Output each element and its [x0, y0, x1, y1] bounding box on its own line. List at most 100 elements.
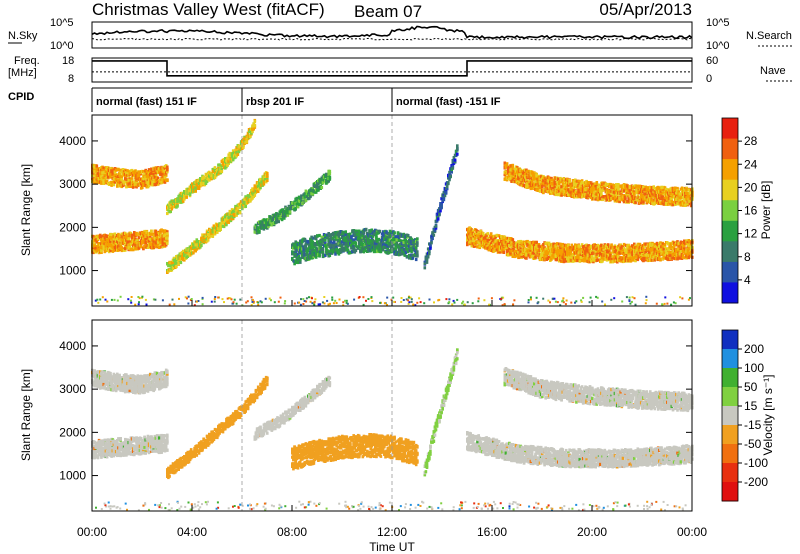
range-gate-cell	[440, 206, 443, 210]
range-gate-cell	[511, 238, 515, 242]
range-gate-cell	[159, 232, 162, 236]
range-gate-cell	[208, 170, 211, 174]
range-gate-cell	[224, 215, 227, 219]
range-gate-cell	[263, 178, 267, 182]
range-gate-cell	[100, 175, 103, 179]
range-gate-cell	[124, 246, 127, 251]
nsearch-tick-top: 10^5	[706, 17, 730, 29]
range-gate-cell	[220, 167, 224, 172]
range-gate-cell	[134, 169, 137, 173]
range-gate-cell	[105, 180, 109, 184]
range-gate-cell	[109, 248, 112, 253]
range-gate-cell	[183, 197, 186, 201]
range-gate-cell	[236, 152, 240, 156]
range-gate-cell	[150, 171, 153, 175]
range-gate-cell	[423, 266, 427, 270]
range-gate-cell	[96, 236, 100, 240]
range-gate-cell	[600, 244, 603, 248]
range-gate-cell	[137, 236, 141, 240]
range-gate-cell	[226, 157, 229, 161]
range-gate-cell	[144, 237, 147, 241]
range-gate-cell	[194, 249, 197, 253]
range-gate-cell	[161, 245, 165, 249]
range-gate-cell	[525, 256, 528, 260]
range-gate-cell	[201, 233, 204, 237]
range-gate-cell	[222, 224, 226, 229]
range-gate-cell	[142, 247, 145, 251]
range-gate-cell	[112, 183, 116, 187]
range-gate-cell	[262, 182, 266, 186]
range-gate-cell	[354, 248, 358, 253]
range-gate-cell	[292, 206, 295, 210]
range-gate-cell	[181, 256, 185, 260]
range-gate-cell	[95, 249, 99, 253]
range-gate-cell	[131, 248, 135, 252]
range-gate-cell	[99, 244, 102, 248]
range-gate-cell	[425, 260, 429, 264]
range-gate-cell	[152, 170, 155, 174]
range-gate-cell	[231, 149, 235, 153]
range-gate-cell	[227, 220, 230, 224]
nsky-label: N.Sky	[8, 30, 38, 42]
range-gate-cell	[134, 237, 137, 241]
range-gate-cell	[281, 208, 285, 212]
cpid-modes: normal (fast) 151 IF rbsp 201 IF normal (f…	[91, 88, 501, 112]
range-gate-cell	[156, 240, 160, 244]
range-gate-cell	[153, 236, 157, 240]
range-gate-cell	[252, 127, 255, 131]
range-gate-cell	[316, 185, 319, 189]
range-gate-cell	[259, 186, 262, 190]
range-gate-cell	[304, 199, 308, 203]
range-gate-cell	[576, 258, 579, 263]
range-gate-cell	[204, 234, 208, 238]
nsearch-line	[91, 37, 693, 41]
range-gate-cell	[363, 235, 367, 239]
range-gate-cell	[112, 238, 116, 242]
range-gate-cell	[166, 230, 169, 234]
range-gate-cell	[444, 191, 448, 195]
range-gate-cell	[145, 230, 149, 234]
freq-tick-top: 18	[62, 55, 74, 67]
range-gate-cell	[166, 239, 169, 243]
range-gate-cell	[220, 164, 224, 168]
range-gate-cell	[447, 182, 450, 186]
range-gate-cell	[327, 179, 330, 183]
range-gate-cell	[102, 176, 105, 180]
range-gate-cell	[119, 243, 122, 247]
range-gate-cell	[429, 246, 432, 250]
range-gate-cell	[143, 229, 146, 234]
range-gate-cell	[306, 249, 310, 253]
range-gate-cell	[104, 174, 108, 178]
range-gate-cell	[226, 218, 229, 222]
range-gate-cell	[105, 170, 109, 174]
range-gate-cell	[195, 184, 199, 188]
range-gate-cell	[133, 180, 136, 184]
range-gate-cell	[328, 169, 332, 173]
range-gate-cell	[162, 178, 166, 182]
range-gate-cell	[122, 236, 126, 240]
range-gate-cell	[127, 237, 130, 241]
date-label: 05/Apr/2013	[599, 0, 692, 19]
power-data	[91, 115, 694, 307]
range-gate-cell	[508, 244, 511, 248]
freq-label: Freq.	[14, 55, 40, 67]
range-gate-cell	[309, 194, 312, 199]
range-gate-cell	[393, 231, 396, 235]
range-gate-cell	[267, 225, 270, 229]
range-gate-cell	[156, 176, 160, 181]
range-gate-cell	[95, 180, 99, 184]
range-gate-cell	[130, 177, 134, 181]
range-gate-cell	[166, 178, 169, 183]
range-gate-cell	[235, 213, 238, 217]
range-gate-cell	[258, 228, 261, 232]
range-gate-cell	[253, 124, 257, 128]
range-gate-cell	[94, 244, 97, 249]
range-gate-cell	[191, 182, 194, 186]
range-gate-cell	[143, 231, 146, 235]
range-gate-cell	[316, 234, 319, 238]
range-gate-cell	[117, 168, 120, 172]
nsearch-tick-bottom: 10^0	[706, 40, 730, 52]
range-gate-cell	[384, 245, 387, 249]
